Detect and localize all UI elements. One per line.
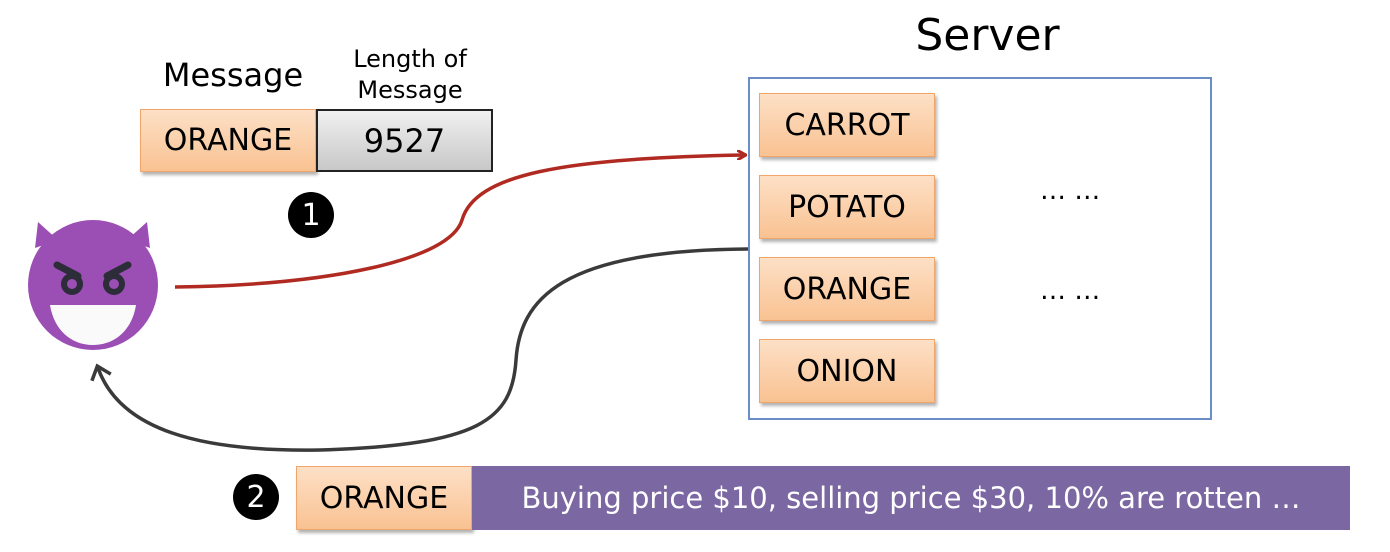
request-message: ORANGE bbox=[140, 109, 316, 172]
server-item-carrot: CARROT bbox=[759, 93, 935, 157]
request-length: 9527 bbox=[316, 109, 493, 172]
ellipsis: … … bbox=[1040, 176, 1101, 206]
step-2-badge: 2 bbox=[233, 474, 279, 520]
message-label: Message bbox=[162, 56, 304, 94]
server-item-onion: ONION bbox=[759, 339, 935, 403]
response-message: ORANGE bbox=[296, 466, 472, 530]
length-label: Length of Message bbox=[320, 44, 500, 106]
step-1-badge: 1 bbox=[288, 192, 334, 238]
leaked-data: Buying price $10, selling price $30, 10%… bbox=[472, 466, 1350, 530]
server-item-orange: ORANGE bbox=[759, 257, 935, 321]
devil-icon bbox=[28, 220, 158, 350]
server-title: Server bbox=[915, 10, 1060, 61]
request-arrow bbox=[174, 155, 745, 289]
response-arrow bbox=[90, 247, 749, 452]
length-label-line: Message bbox=[357, 76, 463, 104]
length-label-line: Length of bbox=[353, 45, 467, 73]
server-item-potato: POTATO bbox=[759, 175, 935, 239]
ellipsis: … … bbox=[1040, 276, 1101, 306]
server-box bbox=[748, 77, 1212, 420]
